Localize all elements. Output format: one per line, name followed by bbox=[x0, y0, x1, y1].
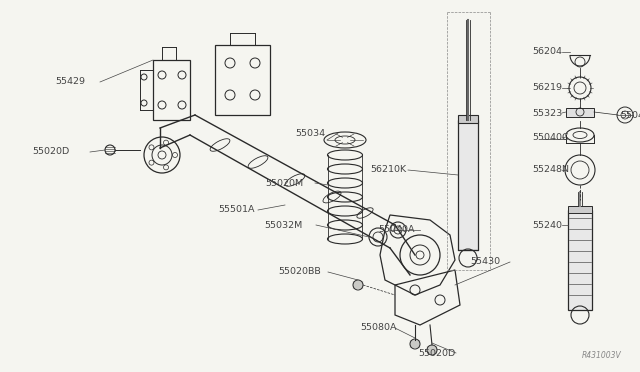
Text: 55040B: 55040B bbox=[620, 110, 640, 119]
Text: 55020BB: 55020BB bbox=[278, 267, 321, 276]
Text: 55032M: 55032M bbox=[264, 221, 302, 230]
Text: 55020M: 55020M bbox=[265, 179, 303, 187]
Text: 55080A: 55080A bbox=[360, 324, 397, 333]
Text: 55501A: 55501A bbox=[218, 205, 255, 215]
Text: 56210K: 56210K bbox=[370, 166, 406, 174]
Text: 55430: 55430 bbox=[470, 257, 500, 266]
Bar bbox=[566, 108, 594, 117]
Text: 55020D: 55020D bbox=[418, 349, 455, 357]
Text: 55323: 55323 bbox=[532, 109, 563, 118]
Bar bbox=[458, 115, 478, 123]
Bar bbox=[568, 210, 592, 310]
Bar bbox=[568, 206, 592, 213]
Text: 56219: 56219 bbox=[532, 83, 562, 93]
Bar bbox=[458, 120, 478, 250]
Text: R431003V: R431003V bbox=[582, 351, 622, 360]
Text: 55034: 55034 bbox=[295, 128, 325, 138]
Text: 55429: 55429 bbox=[55, 77, 85, 87]
Text: 55040C: 55040C bbox=[532, 134, 568, 142]
Text: 56204: 56204 bbox=[532, 48, 562, 57]
Text: 55240: 55240 bbox=[532, 221, 562, 230]
Text: 55020D: 55020D bbox=[32, 148, 69, 157]
Text: 55248N: 55248N bbox=[532, 166, 569, 174]
Text: 55040A: 55040A bbox=[378, 225, 415, 234]
